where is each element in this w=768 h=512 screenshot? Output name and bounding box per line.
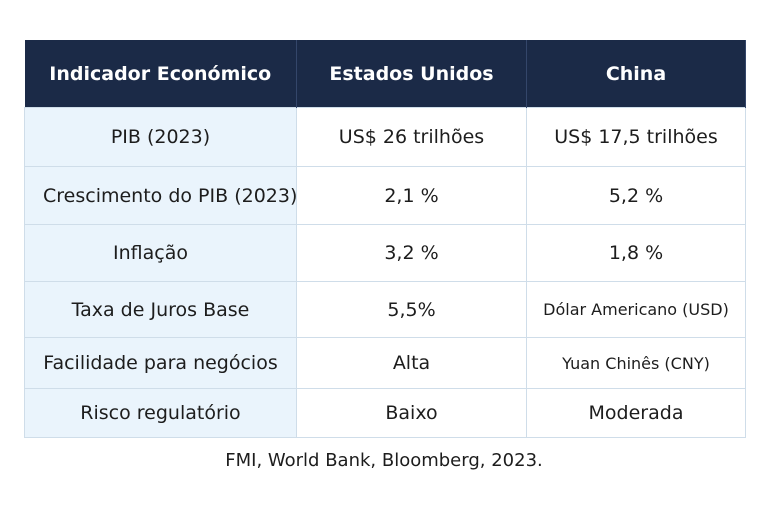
row-label: Risco regulatório: [24, 388, 297, 438]
row-label: Taxa de Juros Base: [24, 281, 297, 338]
row-label: Facilidade para negócios: [24, 337, 297, 389]
table-cell: US$ 26 trilhões: [296, 107, 527, 167]
table-row: Risco regulatório Baixo Moderada: [24, 388, 746, 438]
row-label: PIB (2023): [24, 107, 297, 167]
table-cell: 5,2 %: [526, 166, 746, 225]
table-row: Inflação 3,2 % 1,8 %: [24, 224, 746, 282]
table-cell: 3,2 %: [296, 224, 527, 282]
table-cell: US$ 17,5 trilhões: [526, 107, 746, 167]
row-label: Crescimento do PIB (2023): [24, 166, 297, 225]
source-note: FMI, World Bank, Bloomberg, 2023.: [225, 450, 543, 471]
table-row: Crescimento do PIB (2023) 2,1 % 5,2 %: [24, 166, 746, 225]
table-cell: Alta: [296, 337, 527, 389]
table-cell: Moderada: [526, 388, 746, 438]
table-cell: Yuan Chinês (CNY): [526, 337, 746, 389]
header-cell: China: [526, 40, 746, 108]
table-row: Taxa de Juros Base 5,5% Dólar Americano …: [24, 281, 746, 338]
table-cell: Dólar Americano (USD): [526, 281, 746, 338]
header-row: Indicador Económico Estados Unidos China: [24, 40, 746, 108]
row-label: Inflação: [24, 224, 297, 282]
table-cell: 5,5%: [296, 281, 527, 338]
table-cell: Baixo: [296, 388, 527, 438]
comparison-table: Indicador Económico Estados Unidos China…: [24, 40, 746, 438]
table-row: Facilidade para negócios Alta Yuan Chinê…: [24, 337, 746, 389]
table-cell: 2,1 %: [296, 166, 527, 225]
header-cell: Indicador Económico: [24, 40, 297, 108]
table-row: PIB (2023) US$ 26 trilhões US$ 17,5 tril…: [24, 107, 746, 167]
table-cell: 1,8 %: [526, 224, 746, 282]
header-cell: Estados Unidos: [296, 40, 527, 108]
